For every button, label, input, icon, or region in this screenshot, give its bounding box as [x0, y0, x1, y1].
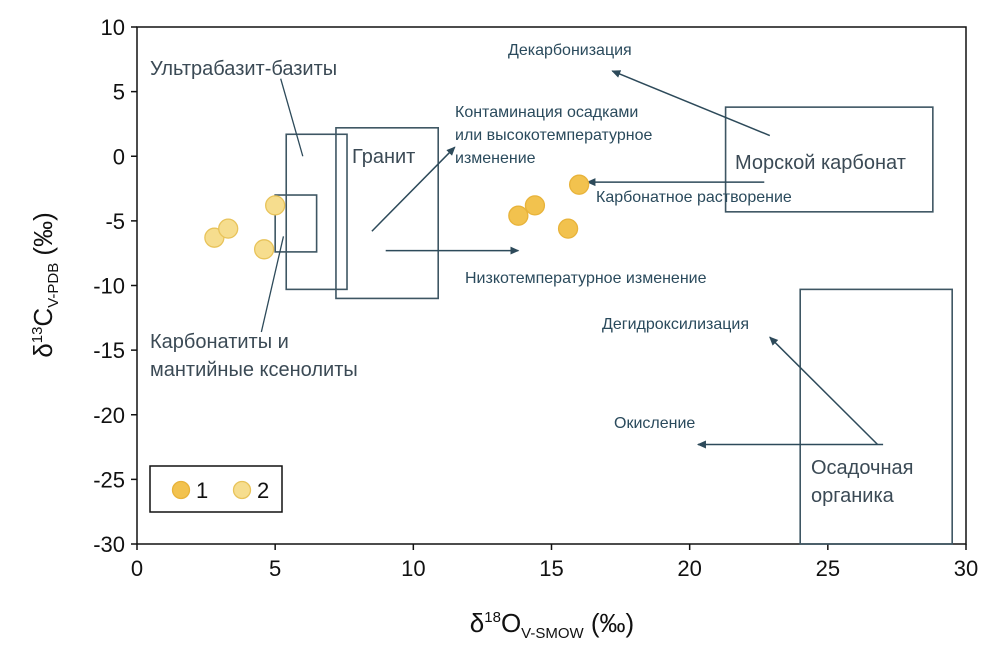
- y-title-letter: C: [28, 308, 58, 327]
- x-title-sub: V-SMOW: [521, 625, 584, 642]
- data-point-series-1: [568, 174, 590, 195]
- data-points: [204, 174, 590, 260]
- label-lowtemp-alteration: Низкотемпературное изменение: [465, 270, 707, 287]
- x-title-sup: 18: [484, 609, 501, 626]
- leader-line: [280, 78, 304, 157]
- y-tick-label: 0: [113, 144, 125, 169]
- y-tick-label: -30: [93, 532, 125, 557]
- region-boxes: [274, 106, 953, 545]
- label-carbonatite-line2: мантийные ксенолиты: [150, 359, 358, 381]
- y-title-unit: (‰): [28, 212, 58, 263]
- label-decarbonization: Декарбонизация: [508, 42, 632, 59]
- region-box: [724, 106, 934, 213]
- y-tick-label: -15: [93, 338, 125, 363]
- region-box: [285, 133, 348, 291]
- region-box: [274, 194, 318, 253]
- x-tick-label: 30: [954, 556, 978, 581]
- y-title-delta: δ: [28, 343, 58, 357]
- x-tick-label: 15: [539, 556, 563, 581]
- y-title-sub: V-PDB: [45, 263, 62, 308]
- legend-marker-2: [232, 480, 252, 500]
- label-marine-carbonate: Морской карбонат: [735, 152, 906, 174]
- legend-marker-1: [171, 480, 191, 500]
- x-tick-label: 5: [269, 556, 281, 581]
- y-tick-label: -5: [105, 209, 125, 234]
- process-arrow: [371, 146, 456, 232]
- label-organic-line2: органика: [811, 485, 895, 507]
- y-tick-label: 10: [101, 15, 125, 40]
- y-tick-label: 5: [113, 80, 125, 105]
- label-contamination-line2: или высокотемпературное: [455, 127, 652, 144]
- process-arrow: [611, 70, 771, 137]
- data-point-series-2: [265, 195, 286, 216]
- label-contamination-line3: изменение: [455, 150, 536, 167]
- y-title-sup: 13: [29, 327, 46, 344]
- y-axis-title: δ13CV-PDB (‰): [28, 212, 62, 358]
- label-dehydroxylation: Дегидроксилизация: [602, 316, 749, 333]
- y-tick-label: -20: [93, 403, 125, 428]
- x-axis-title: δ18OV-SMOW (‰): [470, 608, 634, 642]
- y-tick-label: -25: [93, 467, 125, 492]
- process-arrows: [260, 70, 884, 449]
- x-title-letter: O: [501, 608, 521, 638]
- label-organic-line1: Осадочная: [811, 457, 913, 479]
- x-tick-label: 10: [401, 556, 425, 581]
- label-carbonate-dissolution: Карбонатное растворение: [596, 189, 792, 206]
- legend-label-2: 2: [257, 478, 269, 503]
- data-point-series-1: [557, 218, 579, 239]
- legend: 1 2: [149, 465, 283, 513]
- data-point-series-1: [508, 205, 529, 226]
- x-tick-label: 25: [816, 556, 840, 581]
- region-box: [335, 127, 440, 300]
- x-tick-label: 0: [131, 556, 143, 581]
- axis-ticks: 0 5 10 15 20 25 30 10 5 0 -5 -10 -15 -20 -25 -30: [93, 15, 978, 581]
- data-point-series-2: [218, 218, 239, 239]
- x-title-unit: (‰): [584, 608, 635, 638]
- x-tick-label: 20: [677, 556, 701, 581]
- data-point-series-1: [524, 195, 546, 216]
- x-title-delta: δ: [470, 608, 484, 638]
- process-arrow: [769, 336, 879, 446]
- label-oxidation: Окисление: [614, 415, 695, 432]
- label-ultrabasite: Ультрабазит-базиты: [150, 58, 337, 80]
- legend-label-1: 1: [196, 478, 208, 503]
- label-contamination-line1: Контаминация осадками: [455, 104, 638, 121]
- region-box: [799, 288, 953, 545]
- data-point-series-2: [253, 239, 275, 260]
- label-granite: Гранит: [352, 146, 415, 168]
- leader-line: [260, 236, 285, 333]
- y-tick-label: -10: [93, 274, 125, 299]
- label-carbonatite-line1: Карбонатиты и: [150, 331, 289, 353]
